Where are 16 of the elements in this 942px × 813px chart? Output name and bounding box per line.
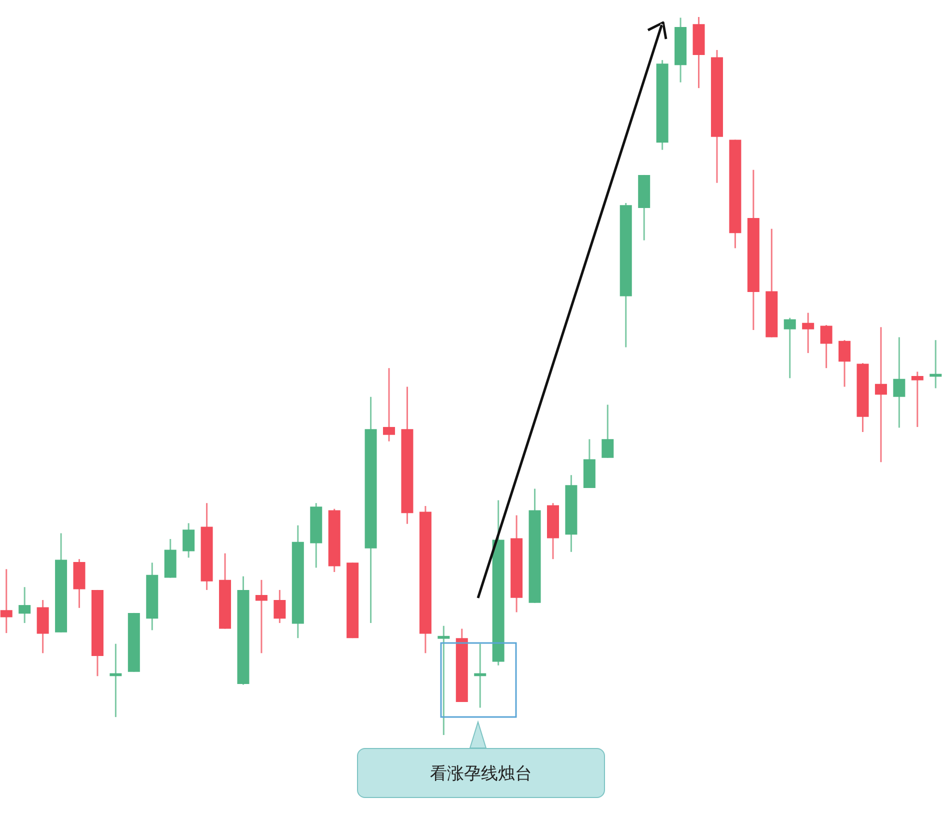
candlestick	[784, 317, 796, 379]
candlestick	[274, 589, 286, 624]
candlestick	[18, 586, 31, 624]
candlestick	[602, 404, 614, 459]
candlestick	[182, 522, 195, 558]
text: 看涨孕线烛台	[357, 748, 605, 798]
candlestick	[893, 336, 906, 428]
candlestick	[802, 312, 814, 354]
candlestick	[255, 579, 268, 654]
candlestick	[874, 326, 887, 463]
candlestick	[820, 324, 832, 369]
candlestick	[0, 568, 12, 634]
candlestick	[911, 370, 924, 428]
candlestick	[383, 367, 396, 442]
candlestick	[838, 339, 851, 388]
candlestick	[438, 625, 450, 736]
